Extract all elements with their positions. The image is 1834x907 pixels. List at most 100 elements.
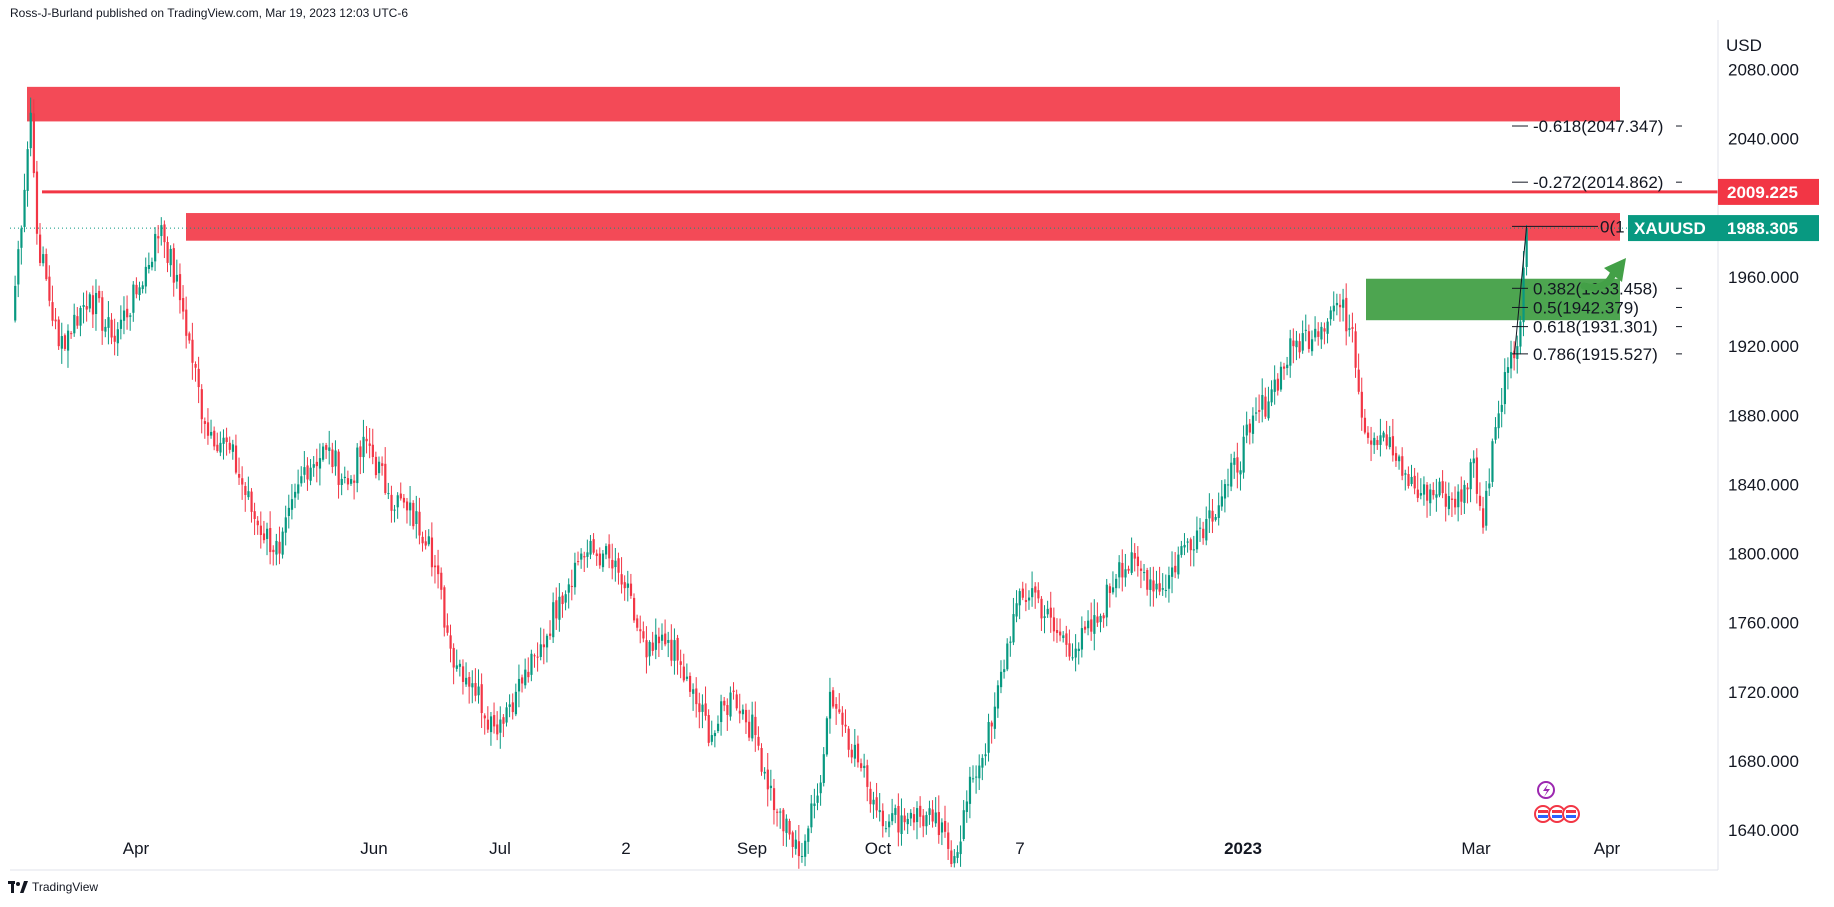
time-tick-label: 7 — [1015, 839, 1024, 858]
candle — [483, 713, 486, 735]
candle — [856, 735, 860, 768]
candle — [163, 220, 166, 259]
fib-level[interactable]: 0.786(1915.527) — [1512, 345, 1682, 364]
time-tick-label: Sep — [737, 839, 767, 858]
candle — [57, 316, 60, 350]
candle — [577, 551, 580, 566]
candle — [101, 290, 104, 345]
candle — [219, 431, 222, 457]
support-zone[interactable] — [1366, 278, 1620, 321]
candle — [838, 693, 841, 715]
candle — [1068, 629, 1071, 661]
time-axis[interactable]: Apr Jun Jul 2 Sep Oct 7 2023 Mar Apr — [123, 839, 1621, 858]
events-layer[interactable] — [1534, 781, 1580, 823]
candle — [601, 549, 605, 572]
fib-level[interactable]: 0.5(1942.379) — [1512, 298, 1682, 317]
candle — [539, 627, 542, 661]
candle — [409, 485, 412, 526]
candle — [931, 800, 934, 828]
candle — [608, 534, 611, 569]
footer: TradingView — [8, 880, 98, 894]
plot-area[interactable] — [10, 20, 1718, 870]
candle — [1419, 478, 1423, 500]
candle — [399, 482, 402, 501]
candle — [1031, 571, 1034, 607]
fib-label: 0.786(1915.527) — [1533, 345, 1658, 364]
candle — [29, 97, 32, 157]
candle — [822, 747, 825, 787]
candle — [766, 752, 769, 807]
candle — [710, 720, 713, 746]
fib-level[interactable]: 0.618(1931.301) — [1512, 318, 1682, 337]
tradingview-logo-icon[interactable] — [8, 881, 28, 893]
candle — [751, 701, 754, 742]
candle — [698, 692, 701, 729]
fib-level[interactable]: -0.618(2047.347) — [1512, 117, 1682, 136]
fib-trend-line[interactable] — [1514, 226, 1528, 354]
price-tick-label: 1680.000 — [1728, 752, 1799, 771]
candle — [421, 531, 424, 552]
time-tick-label: Mar — [1461, 839, 1491, 858]
candle — [1429, 483, 1432, 516]
time-tick-label: 2023 — [1224, 839, 1262, 858]
candle — [452, 643, 455, 685]
candle — [866, 759, 869, 802]
candle — [909, 809, 912, 827]
candle — [54, 308, 57, 330]
candle — [549, 620, 552, 640]
candle — [1012, 597, 1015, 646]
candle — [894, 804, 897, 824]
candle — [564, 590, 567, 611]
resistance-price-tag: 2009.225 — [1718, 178, 1819, 205]
candle — [1416, 472, 1419, 503]
candle — [611, 543, 614, 580]
candle — [206, 408, 210, 445]
candle — [835, 697, 838, 725]
candle — [605, 543, 608, 560]
candle — [412, 500, 415, 530]
fib-label: -0.618(2047.347) — [1533, 117, 1663, 136]
candle — [309, 459, 312, 486]
candle — [1482, 496, 1485, 534]
candle — [353, 474, 356, 500]
candle — [144, 257, 147, 294]
candle — [1242, 425, 1245, 479]
candle — [471, 670, 474, 704]
candle — [1432, 482, 1435, 500]
fib-level[interactable]: -0.272(2014.862) — [1512, 173, 1682, 192]
candle — [530, 649, 533, 682]
candle — [1127, 565, 1130, 574]
candle — [1108, 583, 1112, 608]
candle — [110, 313, 113, 345]
candle — [234, 434, 238, 475]
candle — [1055, 618, 1059, 643]
upper-resistance-zone[interactable] — [27, 86, 1620, 122]
candle — [1195, 516, 1199, 554]
resistance-zone[interactable] — [186, 213, 1620, 241]
candle — [1099, 613, 1102, 633]
candle — [458, 659, 462, 677]
candle — [875, 782, 878, 818]
price-tick-label: 2040.000 — [1728, 130, 1799, 149]
candle — [290, 484, 294, 520]
candles-layer — [14, 97, 1528, 869]
candle — [1006, 638, 1009, 672]
candle — [614, 547, 617, 582]
candle — [657, 627, 661, 657]
candle — [673, 628, 676, 675]
candle — [732, 682, 735, 700]
candle — [94, 279, 98, 331]
candle — [828, 677, 832, 734]
candle — [999, 660, 1003, 694]
candle — [1217, 492, 1220, 526]
candle — [200, 384, 203, 434]
event-bolt-icon[interactable] — [1537, 781, 1555, 799]
candle — [157, 225, 160, 254]
economic-events-icon[interactable] — [1534, 805, 1580, 823]
candle — [216, 432, 219, 453]
candle — [60, 322, 63, 364]
candle — [810, 794, 813, 834]
candle — [1233, 451, 1236, 479]
price-axis[interactable]: USD 1640.000 1680.000 1720.000 1760.000 1800… — [1726, 36, 1799, 840]
